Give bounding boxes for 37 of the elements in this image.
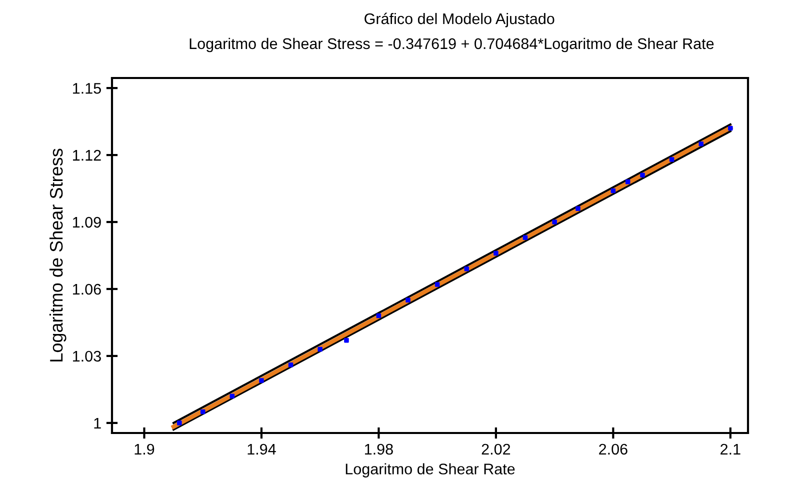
y-tick-label: 1.12 (73, 150, 101, 161)
chart-subtitle: Logaritmo de Shear Stress = -0.347619 + 0.704684*Logaritmo de Shear Rate (190, 38, 714, 52)
x-axis-title: Logaritmo de Shear Rate (346, 463, 515, 478)
x-tick-label: 2.1 (720, 444, 740, 454)
point (318, 346, 322, 352)
point (288, 362, 294, 368)
y-tick-label: 1 (94, 418, 101, 428)
x-tick-label: 2.06 (599, 444, 628, 455)
point (552, 220, 557, 224)
y-tick-label: 1.03 (73, 350, 101, 362)
x-tick-label: 1.98 (365, 444, 393, 455)
x-tick-label: 1.9 (134, 444, 154, 455)
point (376, 313, 382, 318)
y-tick-label: 1.06 (73, 284, 101, 295)
x-tick-label: 1.94 (248, 444, 276, 455)
point (434, 282, 440, 287)
point (464, 266, 470, 272)
point (200, 409, 206, 414)
y-tick-label: 1.15 (73, 83, 101, 94)
chart-title: Gráfico del Modelo Ajustado (364, 12, 554, 28)
point (728, 126, 733, 131)
point (640, 172, 645, 178)
point (177, 420, 182, 426)
point (259, 378, 264, 383)
point (406, 298, 410, 303)
y-axis-title: Logaritmo de Shear Stress (49, 148, 66, 362)
x-tick-label: 2.02 (482, 444, 510, 455)
point (230, 394, 235, 399)
point (494, 250, 498, 256)
point (522, 235, 528, 240)
point (610, 188, 616, 194)
y-tick-label: 1.09 (73, 216, 101, 228)
point (625, 179, 630, 184)
point (669, 157, 674, 162)
point (344, 338, 349, 343)
point (576, 206, 580, 212)
point (698, 141, 704, 146)
